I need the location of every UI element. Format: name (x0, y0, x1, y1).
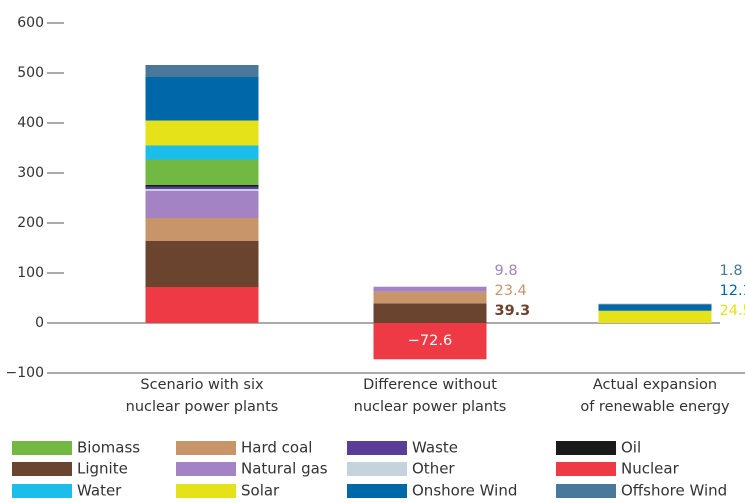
legend-swatch (347, 441, 407, 455)
y-tick-label: 100 (17, 265, 44, 281)
legend-swatch (12, 462, 72, 476)
legend-swatch (556, 484, 616, 498)
legend-swatch (176, 462, 236, 476)
legend-label: Onshore Wind (412, 482, 517, 500)
y-tick-label: 300 (17, 165, 44, 181)
legend-label: Offshore Wind (621, 482, 727, 500)
y-tick-label: 200 (17, 215, 44, 231)
legend-label: Water (77, 482, 122, 500)
bar-segment (145, 186, 259, 189)
legend-swatch (347, 484, 407, 498)
legend-label: Nuclear (621, 460, 680, 478)
bar-segment (145, 159, 259, 185)
y-tick-label: 600 (17, 15, 44, 31)
data-label: 9.8 (495, 263, 518, 279)
bar-segment (145, 191, 259, 218)
data-label: 12.1 (720, 283, 745, 299)
legend-label: Other (412, 460, 455, 478)
bar-segment (598, 304, 712, 311)
bar-segment (145, 77, 259, 121)
x-tick-label: Scenario with six nuclear power plants (125, 377, 279, 415)
legend-swatch (556, 441, 616, 455)
bar-segment (145, 241, 259, 287)
data-label: 39.3 (495, 303, 531, 319)
x-tick-label: Actual expansion of renewable energy (580, 377, 730, 415)
y-tick-label: 0 (35, 315, 44, 331)
bar-segment (373, 303, 487, 323)
legend-swatch (347, 462, 407, 476)
legend-swatch (176, 441, 236, 455)
data-label: 24.5 (720, 303, 745, 319)
legend-label: Hard coal (241, 439, 312, 457)
legend-label: Solar (241, 482, 280, 500)
legend-label: Waste (412, 439, 458, 457)
legend-label: Oil (621, 439, 641, 457)
legend-swatch (556, 462, 616, 476)
y-tick-label: 400 (17, 115, 44, 131)
bar-segment (145, 145, 259, 160)
x-tick-label: Difference without nuclear power plants (353, 377, 507, 415)
bar-segment (598, 310, 712, 323)
legend-label: Biomass (77, 439, 140, 457)
legend-label: Lignite (77, 460, 128, 478)
bar-segment (373, 323, 487, 360)
bar-segment (145, 189, 259, 191)
legend-swatch (176, 484, 236, 498)
bar-segment (145, 185, 259, 187)
data-label: 1.8 (720, 263, 743, 279)
legend-label: Natural gas (241, 460, 328, 478)
y-tick-label: 500 (17, 65, 44, 81)
y-tick-label: −100 (6, 365, 44, 381)
bar-segment (373, 286, 487, 292)
bar-segment (145, 120, 259, 146)
bar-segment (145, 65, 259, 77)
bar-segment (373, 291, 487, 304)
bar-segment (598, 303, 712, 305)
bar-segment (145, 287, 259, 323)
bar-segment (145, 218, 259, 241)
data-label: −72.6 (408, 333, 452, 349)
legend-swatch (12, 441, 72, 455)
legend-swatch (12, 484, 72, 498)
data-label: 23.4 (495, 283, 527, 299)
